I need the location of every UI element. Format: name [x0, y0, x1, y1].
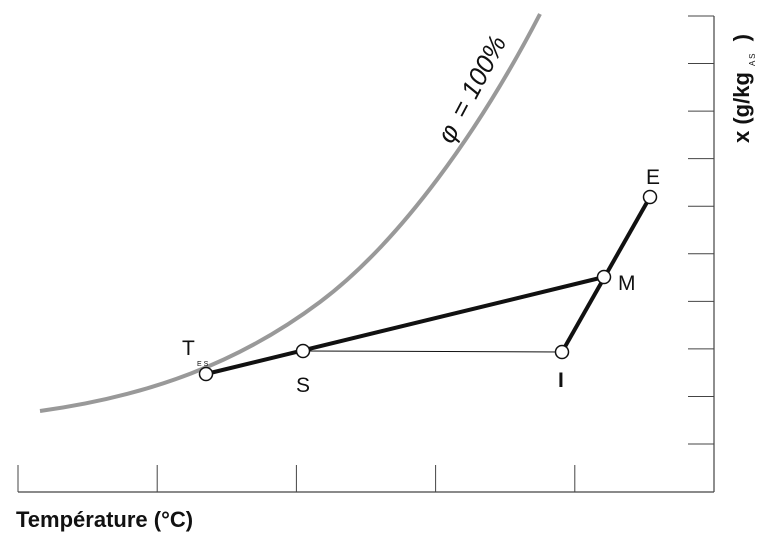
line-s-i: [302, 350, 563, 353]
label-t-subscript: E S: [197, 361, 209, 368]
label-m: M: [618, 272, 636, 295]
y-axis-label-subscript: A S: [748, 54, 757, 66]
label-e: E: [646, 166, 660, 189]
point-tes: [198, 366, 214, 382]
phi-symbol: φ: [431, 119, 465, 148]
saturation-curve: [39, 13, 542, 413]
process-lines: [205, 196, 652, 376]
point-e: [642, 189, 658, 205]
y-axis-ticks: [688, 15, 714, 445]
state-points: [198, 189, 658, 382]
x-axis-ticks: [17, 465, 715, 492]
point-labels: T E S S I M E: [182, 166, 660, 397]
y-axis-label-main: x (g/kg: [729, 72, 754, 143]
axes: [17, 15, 715, 493]
label-t: T: [182, 337, 195, 360]
label-i: I: [558, 369, 564, 392]
phi-value: = 100%: [444, 30, 512, 123]
label-s: S: [296, 374, 310, 397]
y-axis-label-close: ): [729, 34, 754, 41]
point-m: [596, 269, 612, 285]
point-s: [295, 343, 311, 359]
y-axis-label: x (g/kg A S ): [729, 34, 760, 143]
line-tes-m: [205, 275, 605, 376]
point-i: [554, 344, 570, 360]
x-axis-label: Température (°C): [16, 507, 193, 532]
